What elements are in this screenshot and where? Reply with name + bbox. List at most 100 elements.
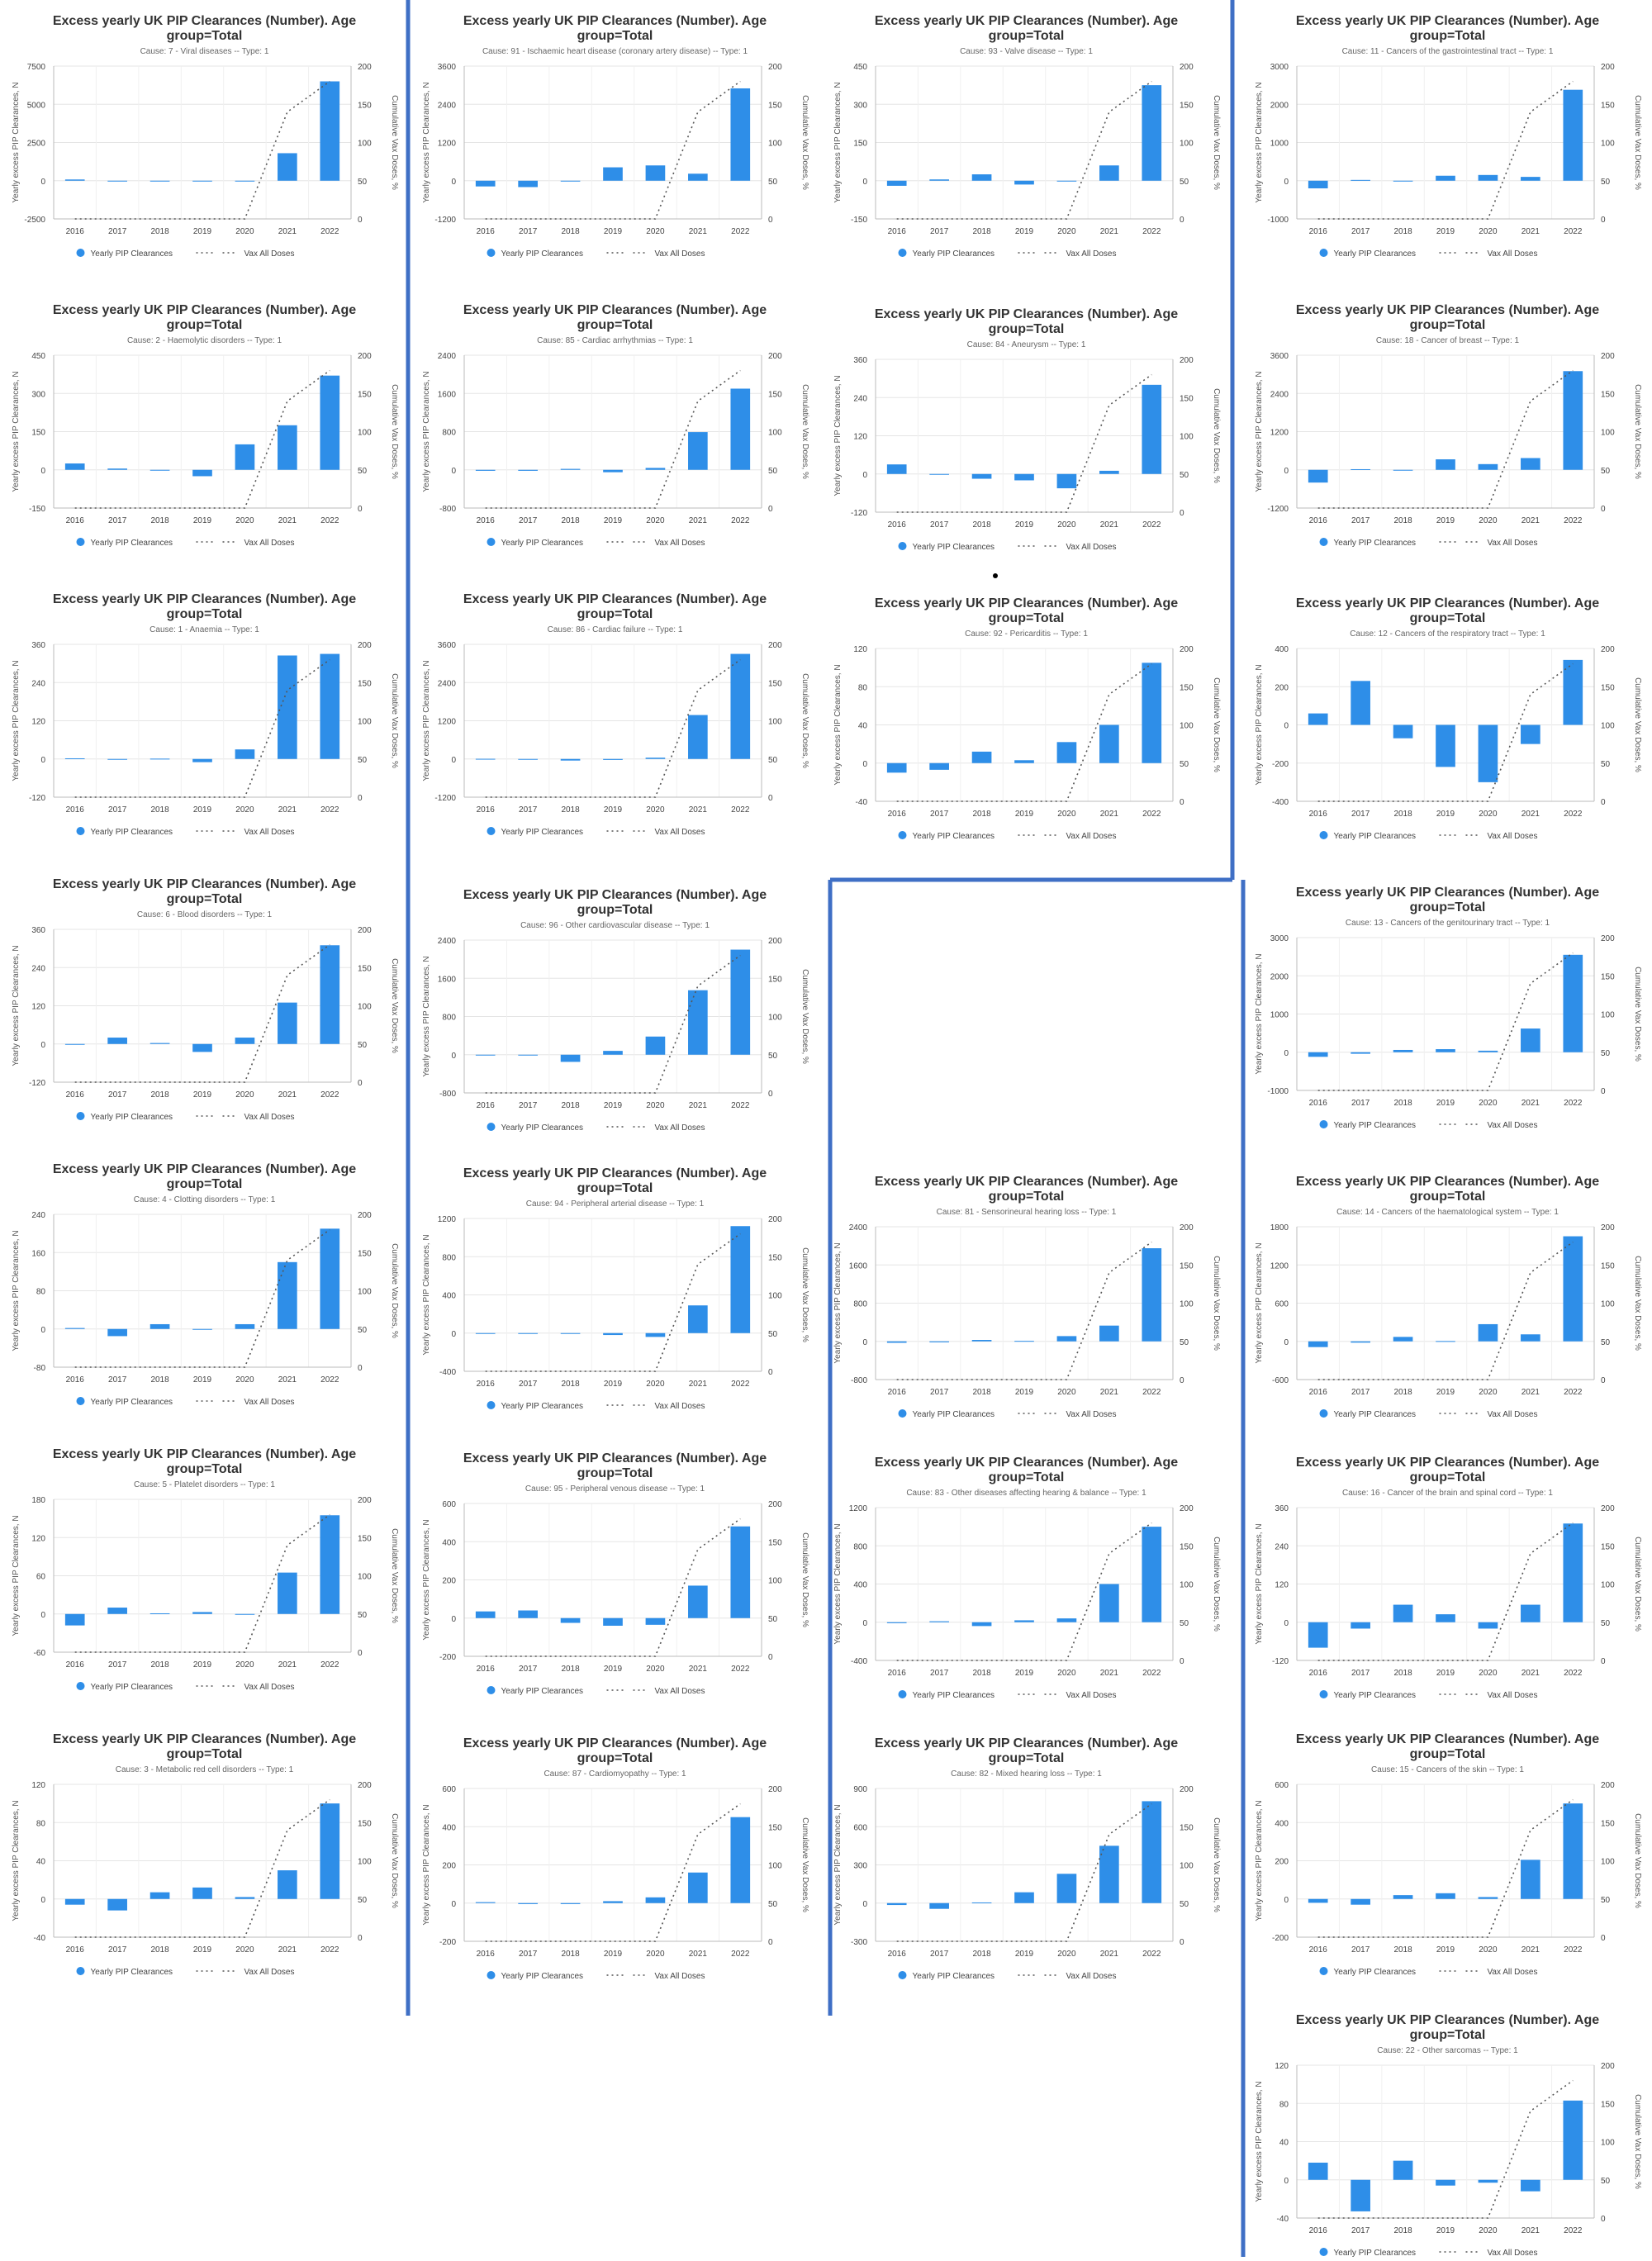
bar — [1436, 1893, 1455, 1899]
y2-axis-label: Cumulative Vax Doses, % — [390, 1243, 399, 1338]
legend-bar-marker — [487, 1686, 496, 1694]
bar — [107, 1898, 127, 1911]
y-tick-label: 2400 — [438, 937, 457, 946]
bar — [603, 1051, 623, 1055]
bar — [1014, 1620, 1034, 1622]
legend-line-label: Vax All Doses — [655, 828, 705, 837]
y2-tick-label: 150 — [768, 101, 782, 110]
y-axis-label: Yearly excess PIP Clearances, N — [12, 660, 21, 781]
y-tick-label: 120 — [31, 1534, 45, 1543]
chart-panel: Excess yearly UK PIP Clearances (Number)… — [12, 1162, 399, 1407]
x-tick-label: 2017 — [519, 516, 538, 525]
y2-axis-label: Cumulative Vax Doses, % — [390, 1813, 399, 1908]
y-tick-label: 240 — [31, 964, 45, 973]
x-tick-label: 2021 — [278, 1375, 297, 1385]
legend-bar-marker — [487, 1401, 496, 1409]
chart-panel: Excess yearly UK PIP Clearances (Number)… — [422, 1451, 809, 1696]
bar — [886, 1341, 907, 1343]
x-tick-label: 2020 — [646, 1950, 665, 1959]
bar — [688, 990, 708, 1055]
y-tick-label: 0 — [40, 1896, 45, 1905]
bar — [929, 179, 949, 181]
bar — [518, 180, 538, 188]
x-tick-label: 2018 — [972, 227, 991, 236]
bar — [1436, 2179, 1455, 2186]
chart-panel: Excess yearly UK PIP Clearances (Number)… — [422, 1736, 809, 1981]
y2-tick-label: 50 — [768, 1615, 778, 1624]
bar — [1142, 663, 1162, 763]
chart-title-line2: group=Total — [1410, 318, 1486, 332]
bar — [1521, 2179, 1540, 2192]
y-tick-label: 120 — [31, 718, 45, 727]
y2-tick-label: 0 — [358, 1649, 363, 1658]
y-tick-label: 1600 — [438, 975, 457, 984]
y-tick-label: 2000 — [1270, 972, 1289, 981]
legend-bar-label: Yearly PIP Clearances — [501, 1972, 584, 1981]
y2-tick-label: 100 — [1180, 433, 1194, 442]
y-tick-label: 0 — [40, 178, 45, 187]
x-tick-label: 2020 — [235, 1945, 254, 1955]
legend-bar-label: Yearly PIP Clearances — [913, 832, 995, 841]
legend-bar-label: Yearly PIP Clearances — [91, 1113, 173, 1122]
x-tick-label: 2022 — [320, 1945, 339, 1955]
chart-subtitle: Cause: 83 - Other diseases affecting hea… — [906, 1489, 1146, 1498]
x-tick-label: 2016 — [477, 1665, 496, 1674]
y2-tick-label: 200 — [1180, 1223, 1194, 1233]
legend-bar-label: Yearly PIP Clearances — [1334, 539, 1417, 548]
y-axis-label: Yearly excess PIP Clearances, N — [12, 1515, 21, 1636]
bar — [1351, 468, 1370, 470]
bar — [235, 444, 255, 470]
legend-bar-marker — [487, 1971, 496, 1979]
chart-panel: Excess yearly UK PIP Clearances (Number)… — [12, 1447, 399, 1692]
y2-tick-label: 100 — [1601, 1011, 1615, 1020]
y2-tick-label: 50 — [1180, 178, 1189, 187]
y-tick-label: 0 — [451, 1900, 456, 1909]
y-tick-label: 60 — [36, 1573, 46, 1582]
chart-panel: Excess yearly UK PIP Clearances (Number)… — [422, 592, 809, 837]
x-tick-label: 2022 — [731, 805, 750, 815]
bar — [1056, 1874, 1077, 1903]
y2-tick-label: 0 — [768, 1368, 773, 1377]
y2-tick-label: 50 — [1601, 467, 1611, 476]
x-tick-label: 2016 — [66, 1375, 85, 1385]
bar — [1393, 2160, 1413, 2180]
y-axis-label: Yearly excess PIP Clearances, N — [833, 1523, 843, 1644]
y-tick-label: 0 — [862, 178, 867, 187]
legend-line-label: Vax All Doses — [1488, 249, 1538, 259]
x-tick-label: 2021 — [1100, 227, 1119, 236]
bar — [688, 1585, 708, 1618]
y2-tick-label: 50 — [1180, 760, 1189, 769]
y2-axis-label: Cumulative Vax Doses, % — [390, 384, 399, 479]
legend-bar-label: Yearly PIP Clearances — [91, 539, 173, 548]
x-tick-label: 2019 — [1436, 1099, 1455, 1108]
y2-tick-label: 100 — [358, 1858, 372, 1867]
y-tick-label: 200 — [1275, 1858, 1289, 1867]
legend-bar-marker — [76, 538, 85, 546]
x-tick-label: 2016 — [66, 805, 85, 815]
y2-tick-label: 150 — [358, 964, 372, 973]
legend-bar-marker — [1319, 1967, 1328, 1975]
bar — [1099, 1584, 1119, 1622]
y-axis-label: Yearly excess PIP Clearances, N — [1255, 2081, 1264, 2202]
y2-tick-label: 50 — [768, 467, 778, 476]
bar — [645, 1036, 666, 1055]
y-tick-label: -400 — [1272, 798, 1289, 807]
x-tick-label: 2018 — [1393, 810, 1412, 819]
x-tick-label: 2019 — [193, 805, 212, 815]
bar — [64, 1328, 85, 1329]
chart-panel: Excess yearly UK PIP Clearances (Number)… — [833, 596, 1221, 841]
y2-tick-label: 50 — [358, 1326, 368, 1335]
bar — [1056, 180, 1077, 182]
y2-tick-label: 50 — [768, 756, 778, 765]
bar — [1308, 469, 1328, 483]
bar — [730, 949, 751, 1055]
legend-bar-marker — [1319, 1690, 1328, 1698]
bar — [1436, 724, 1455, 767]
legend-bar-marker — [898, 831, 907, 839]
bar — [929, 762, 949, 770]
y2-tick-label: 200 — [1601, 352, 1615, 361]
chart-title-line2: group=Total — [989, 322, 1065, 336]
y-tick-label: -200 — [439, 1938, 456, 1947]
vax-line — [1317, 952, 1574, 1091]
